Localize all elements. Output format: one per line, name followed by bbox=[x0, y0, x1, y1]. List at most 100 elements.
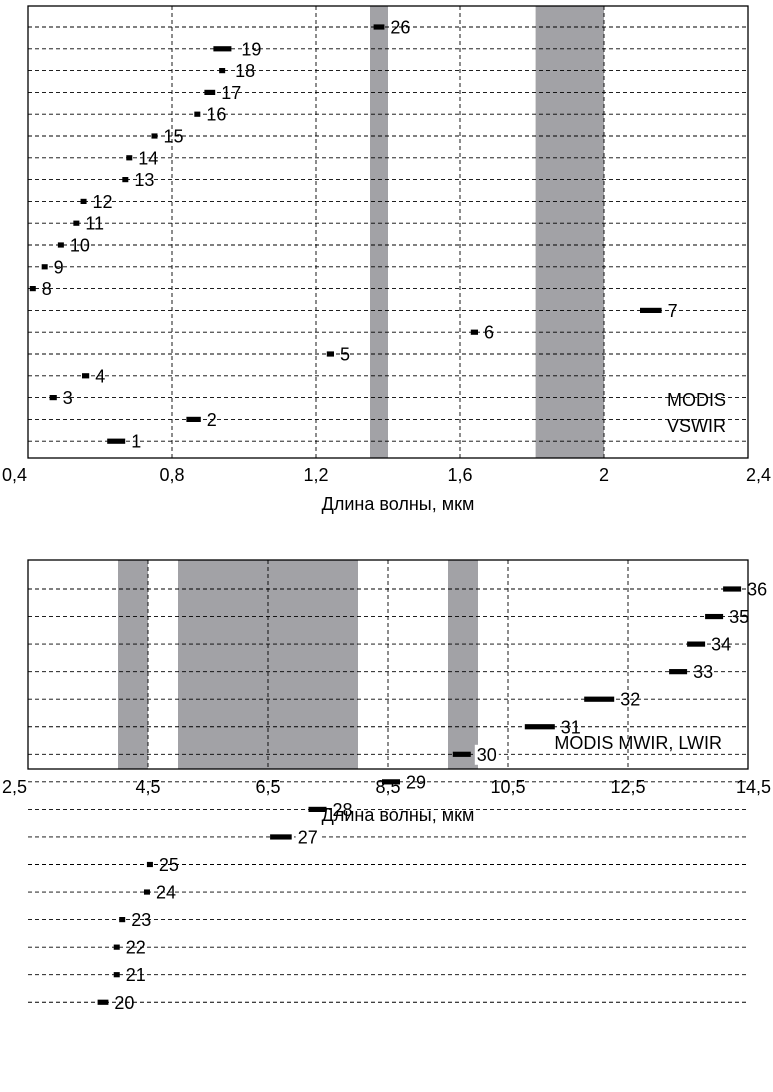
absorption-band-3 bbox=[448, 560, 478, 769]
channel-label-21: 21 bbox=[126, 965, 146, 985]
absorption-band-2 bbox=[178, 560, 358, 769]
channel-bar-31 bbox=[524, 724, 555, 730]
channel-label-18: 18 bbox=[235, 61, 255, 81]
channel-label-10: 10 bbox=[70, 236, 90, 256]
x-tick-label-3: 6,5 bbox=[255, 777, 280, 797]
x-tick-label-5: 2 bbox=[599, 465, 609, 485]
channel-bar-7 bbox=[640, 307, 662, 313]
channel-label-33: 33 bbox=[693, 662, 713, 682]
channel-label-20: 20 bbox=[114, 993, 134, 1013]
channel-bar-6 bbox=[470, 329, 478, 335]
channel-label-2: 2 bbox=[207, 410, 217, 430]
x-tick-label-4: 1,6 bbox=[447, 465, 472, 485]
absorption-band-1 bbox=[118, 560, 148, 769]
channel-label-36: 36 bbox=[747, 580, 767, 600]
channel-label-27: 27 bbox=[298, 827, 318, 847]
channel-bar-20 bbox=[97, 999, 109, 1005]
channel-label-1: 1 bbox=[131, 432, 141, 452]
x-tick-label-6: 2,4 bbox=[746, 465, 771, 485]
channel-bar-17 bbox=[204, 89, 216, 95]
channel-bar-14 bbox=[126, 155, 133, 161]
channel-label-6: 6 bbox=[484, 323, 494, 343]
absorption-band-2 bbox=[535, 6, 604, 458]
channel-bar-35 bbox=[705, 613, 724, 620]
channel-label-19: 19 bbox=[241, 39, 261, 59]
channel-label-8: 8 bbox=[42, 279, 52, 299]
plot-frame bbox=[27, 5, 749, 459]
channel-bar-29 bbox=[382, 779, 400, 785]
channel-bar-3 bbox=[49, 395, 57, 401]
channel-bar-23 bbox=[119, 917, 126, 923]
channel-bar-32 bbox=[584, 696, 615, 702]
channel-bar-4 bbox=[82, 373, 90, 379]
channel-label-16: 16 bbox=[206, 105, 226, 125]
channel-bar-30 bbox=[452, 751, 471, 757]
channel-label-25: 25 bbox=[159, 855, 179, 875]
x-tick-label-2: 4,5 bbox=[135, 777, 160, 797]
channel-label-14: 14 bbox=[138, 148, 158, 168]
channel-bar-21 bbox=[113, 972, 120, 978]
channel-label-26: 26 bbox=[390, 18, 410, 38]
x-tick-label-2: 0,8 bbox=[159, 465, 184, 485]
channel-label-7: 7 bbox=[668, 301, 678, 321]
channel-bar-13 bbox=[122, 177, 129, 183]
plot-frame bbox=[27, 559, 749, 770]
x-tick-label-5: 10,5 bbox=[490, 777, 525, 797]
x-tick-label-4: 8,5 bbox=[375, 777, 400, 797]
x-axis-title: Длина волны, мкм bbox=[322, 494, 475, 514]
channel-label-31: 31 bbox=[561, 717, 581, 737]
channel-label-13: 13 bbox=[134, 170, 154, 190]
sensor-annotation-line-2: VSWIR bbox=[667, 416, 726, 436]
x-tick-label-3: 1,2 bbox=[303, 465, 328, 485]
channel-bar-26 bbox=[373, 24, 385, 30]
channel-label-35: 35 bbox=[729, 607, 749, 627]
channel-label-bg-27 bbox=[295, 827, 320, 848]
channel-bar-2 bbox=[186, 416, 201, 422]
channel-bar-33 bbox=[669, 669, 688, 675]
sensor-annotation-line-1: MODIS MWIR, LWIR bbox=[554, 733, 722, 753]
channel-bar-1 bbox=[107, 438, 126, 444]
channel-label-22: 22 bbox=[126, 938, 146, 958]
channel-bar-5 bbox=[326, 351, 334, 357]
channel-label-17: 17 bbox=[221, 83, 241, 103]
channel-bar-9 bbox=[41, 264, 48, 270]
channel-label-23: 23 bbox=[131, 910, 151, 930]
channel-label-28: 28 bbox=[333, 800, 353, 820]
channel-bar-25 bbox=[146, 861, 153, 868]
channel-label-34: 34 bbox=[711, 635, 731, 655]
channel-bar-10 bbox=[57, 242, 64, 248]
x-tick-label-6: 12,5 bbox=[610, 777, 645, 797]
channel-label-3: 3 bbox=[63, 388, 73, 408]
channel-bar-27 bbox=[270, 834, 292, 840]
channel-label-29: 29 bbox=[406, 772, 426, 792]
channel-bar-19 bbox=[213, 46, 232, 52]
channel-label-5: 5 bbox=[340, 345, 350, 365]
channel-bar-16 bbox=[194, 111, 201, 117]
sensor-annotation-line-1: MODIS bbox=[667, 390, 726, 410]
channel-label-4: 4 bbox=[95, 366, 105, 386]
channel-bar-34 bbox=[687, 641, 706, 647]
channel-label-32: 32 bbox=[620, 690, 640, 710]
channel-bar-24 bbox=[143, 889, 150, 895]
channel-label-12: 12 bbox=[93, 192, 113, 212]
x-axis-title: Длина волны, мкм bbox=[322, 805, 475, 825]
channel-label-9: 9 bbox=[54, 257, 64, 277]
channel-bar-8 bbox=[29, 286, 36, 292]
channel-bar-15 bbox=[151, 133, 158, 139]
x-tick-label-1: 2,5 bbox=[2, 777, 27, 797]
channel-label-30: 30 bbox=[477, 745, 497, 765]
channel-label-15: 15 bbox=[163, 127, 183, 147]
channel-label-24: 24 bbox=[156, 883, 176, 903]
channel-bar-12 bbox=[80, 198, 87, 204]
x-tick-label-1: 0,4 bbox=[2, 465, 27, 485]
channel-bar-22 bbox=[113, 944, 120, 950]
channel-bar-11 bbox=[73, 220, 80, 226]
channel-bar-28 bbox=[308, 806, 327, 812]
channel-label-11: 11 bbox=[85, 214, 104, 234]
x-tick-label-7: 14,5 bbox=[736, 777, 771, 797]
channel-bar-36 bbox=[723, 586, 742, 592]
channel-label-bg-28 bbox=[330, 799, 355, 820]
